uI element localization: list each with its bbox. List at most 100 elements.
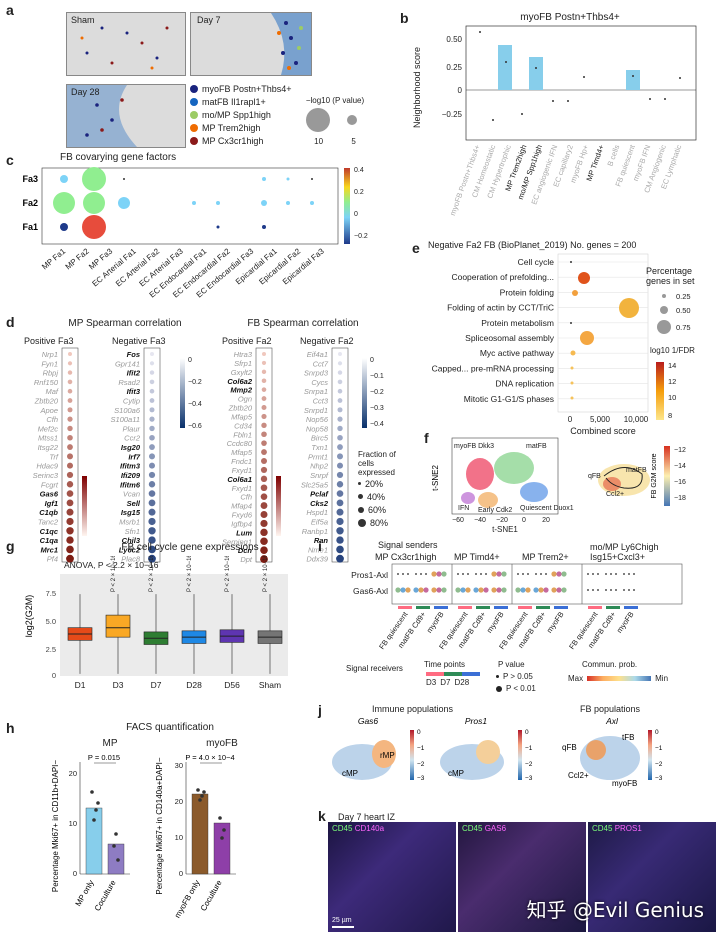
- fb-category: Coculture: [199, 878, 224, 913]
- sender-label: MP Cx3cr1high: [375, 552, 437, 562]
- channel-label: CD45: [462, 824, 483, 833]
- gene-label: Ifit3: [127, 387, 141, 396]
- gene-label: Rbpj: [43, 369, 59, 378]
- size-value: 5: [351, 137, 356, 146]
- gene-label: Ly6c2: [119, 545, 141, 554]
- panel-label-f: f: [424, 430, 429, 446]
- gene-label: Cfh: [240, 493, 252, 502]
- comm-dot: [431, 571, 437, 577]
- cell-type-legend: myoFB Postn+Thbs4+ matFB Il1rapl1+ mo/MP…: [190, 82, 330, 147]
- comm-dot: [623, 589, 625, 591]
- fraction-dot: [358, 518, 366, 527]
- gene-label: Vcan: [123, 490, 140, 499]
- gene-dot: [336, 545, 344, 554]
- colorbar-tick: −3: [417, 775, 425, 782]
- data-point: [92, 818, 96, 822]
- gene-label: Plaur: [122, 424, 140, 433]
- gene-label: Ogn: [238, 395, 252, 404]
- score-tick: −14: [674, 463, 686, 470]
- gene-label: Snrpf: [310, 471, 329, 480]
- term-label: Myc active pathway: [480, 348, 555, 358]
- panel-label-d: d: [6, 314, 15, 330]
- gene-label: Fxyd1: [232, 484, 252, 493]
- comm-dot: [418, 587, 424, 593]
- gene-dot: [261, 360, 267, 366]
- prob-scale: Max Min: [568, 674, 668, 683]
- gene-dot: [66, 490, 74, 497]
- gene-label: Cct7: [313, 359, 329, 368]
- gene-dot: [336, 517, 344, 526]
- gene-dot: [262, 352, 266, 356]
- gene-label: Nop58: [306, 424, 329, 433]
- gene-label: Nop56: [306, 415, 329, 424]
- term-label: Cell cycle: [518, 257, 555, 267]
- gene-dot: [148, 481, 156, 488]
- gene-rows: Nrp1Fyn1RbpjRnf150MafZbtb20ApoeCfhMef2cM…: [33, 350, 344, 564]
- gene-dot: [337, 388, 343, 394]
- fraction-row: 80%: [358, 516, 410, 529]
- gene-label: Igf1: [45, 499, 58, 508]
- panel-label-b: b: [400, 10, 409, 26]
- comm-dot: [592, 573, 594, 575]
- gene-dot: [260, 537, 268, 546]
- cluster-label: cMP: [448, 769, 464, 778]
- gene-label: Eif5a: [311, 517, 328, 526]
- comm-dot: [420, 573, 422, 575]
- bar-mp-coculture: [107, 843, 125, 875]
- gene-label: C1qc: [40, 527, 59, 536]
- trajectory-arrow: [603, 467, 643, 489]
- gene-label: Sfrp1: [234, 359, 252, 368]
- size-dot: [660, 306, 668, 314]
- gene-label: Cct3: [313, 397, 329, 406]
- comm-dot: [415, 573, 417, 575]
- gene-dot: [261, 405, 267, 410]
- column-label: MP Fa2: [64, 246, 92, 271]
- term-label: Folding of actin by CCT/TriC: [447, 303, 554, 313]
- gene-label: Htra3: [234, 350, 253, 359]
- gene-label: Chil3: [122, 536, 141, 545]
- gene-dot: [148, 471, 156, 479]
- colorbar-tick: −1: [525, 745, 533, 752]
- x-tick: 0: [522, 517, 526, 524]
- cluster-label: qFB: [562, 743, 577, 752]
- panel-label-i: i: [318, 538, 322, 554]
- spearman-dotplots: 0 −0.2 −0.4 −0.6 0 −0.1 −0.2 −0.3 −0.4 N…: [33, 347, 384, 564]
- gene-dot: [67, 361, 73, 366]
- score-colorbar: [664, 446, 670, 506]
- gene-label: Hdac9: [36, 462, 59, 471]
- gene-dot: [149, 444, 155, 450]
- dot: [60, 223, 68, 231]
- cellcycle-title: FB cell cycle gene expressions: [121, 542, 259, 553]
- fb-colorbar: [362, 358, 367, 428]
- comm-dot: [436, 587, 442, 593]
- pvalue-label: P < 2 × 10−16: [225, 556, 231, 592]
- bar-mo-mp-spp1: [529, 57, 543, 90]
- dot: [192, 201, 196, 205]
- gene-dot: [67, 370, 73, 375]
- gene-label: Ccdc80: [227, 439, 253, 448]
- comm-dot: [623, 573, 625, 575]
- dot: [53, 192, 75, 214]
- gene-label: Sfn1: [125, 527, 140, 536]
- comm-dot: [483, 587, 489, 593]
- comm-dot: [628, 573, 630, 575]
- gene-label: S100a6: [114, 406, 141, 415]
- gene-label: Fcgrt: [41, 480, 59, 489]
- size-dot: [657, 320, 671, 334]
- gene-dot: [260, 546, 268, 554]
- gene-dot: [260, 528, 268, 537]
- umap-pros1: Pros1 cMP 0 −1 −2 −3: [440, 716, 533, 782]
- score-point: [679, 77, 681, 79]
- comm-dot: [551, 587, 557, 593]
- colorbar-tick: −1: [417, 745, 425, 752]
- gene-dot: [337, 361, 343, 366]
- gene-dot: [336, 527, 344, 535]
- colorbar-tick: 0: [525, 729, 529, 736]
- row-label: Fa3: [22, 174, 38, 184]
- fb-cbar-tick: −0.4: [370, 421, 384, 428]
- gene-label: Nrp1: [42, 350, 58, 359]
- comm-dot: [556, 571, 562, 577]
- gene-dot: [337, 434, 343, 441]
- umap-blob: [586, 740, 606, 760]
- comm-dot: [597, 589, 599, 591]
